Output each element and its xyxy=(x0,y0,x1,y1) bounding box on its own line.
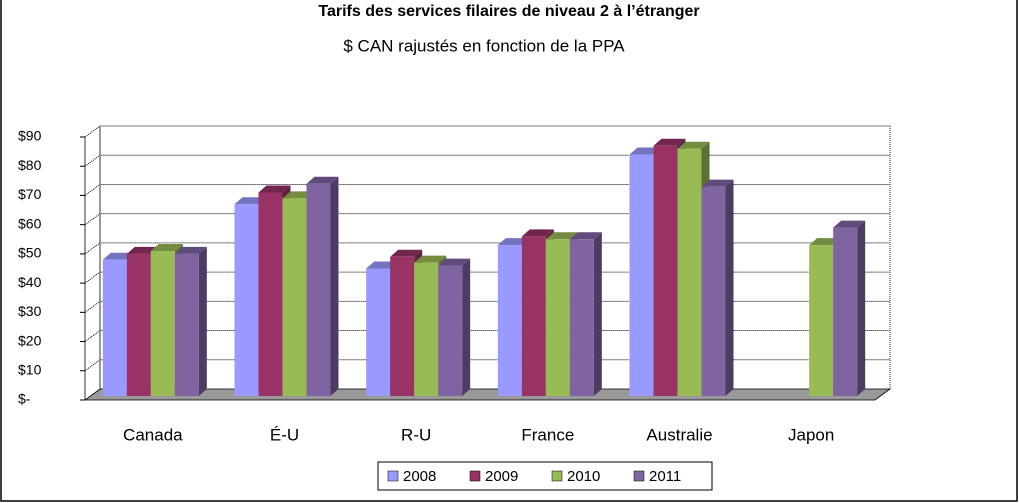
x-tick-label: Japon xyxy=(788,425,834,444)
y-tick-label: $40 xyxy=(18,274,42,290)
bar-top xyxy=(833,220,866,228)
bar-top xyxy=(150,243,183,251)
bar xyxy=(438,258,471,396)
bar xyxy=(833,220,866,396)
bar-front xyxy=(497,245,522,396)
bar-front xyxy=(521,236,546,396)
y-tick-label: $70 xyxy=(18,186,42,202)
x-tick-label: Canada xyxy=(123,425,183,444)
bar-side xyxy=(330,176,339,396)
chart-title: Tarifs des services filaires de niveau 2… xyxy=(318,3,699,20)
bar-front xyxy=(126,253,151,396)
bar-front xyxy=(306,183,331,396)
bar-top xyxy=(521,229,554,237)
bar-top xyxy=(306,176,339,184)
bar xyxy=(569,232,602,396)
grid-line xyxy=(84,125,890,138)
bar-side xyxy=(725,179,734,396)
bar-side xyxy=(198,246,207,396)
legend-swatch xyxy=(633,470,645,482)
bar-top xyxy=(258,185,291,193)
bar-front xyxy=(174,253,199,396)
grid-line xyxy=(84,154,890,167)
bar-side xyxy=(857,220,866,396)
grid-line xyxy=(84,242,890,255)
y-tick-label: $20 xyxy=(18,332,42,348)
bar-side xyxy=(462,258,471,396)
bar-top xyxy=(545,232,578,240)
bar-front xyxy=(102,259,127,396)
bar-front xyxy=(414,262,439,396)
legend-swatch xyxy=(387,470,399,482)
legend-label: 2008 xyxy=(403,468,436,485)
chart-subtitle: $ CAN rajustés en fonction de la PPA xyxy=(343,36,625,55)
grid-line xyxy=(84,213,890,226)
y-tick-label: $60 xyxy=(18,215,42,231)
bar-front xyxy=(629,154,654,396)
bar-front xyxy=(701,186,726,396)
legend-swatch xyxy=(551,470,563,482)
legend-label: 2011 xyxy=(649,468,681,485)
grid-line xyxy=(84,300,890,313)
bar xyxy=(174,246,207,396)
bar-front xyxy=(545,239,570,396)
grid-line xyxy=(84,183,890,196)
x-tick-label: É-U xyxy=(270,425,299,444)
bar-top xyxy=(102,252,135,260)
bar-top xyxy=(390,249,423,257)
bar-front xyxy=(258,192,283,396)
bar-top xyxy=(653,138,686,146)
x-tick-label: France xyxy=(521,425,574,444)
y-tick-label: $90 xyxy=(18,128,42,144)
bar xyxy=(701,179,734,396)
legend-swatch xyxy=(469,470,481,482)
bar-front xyxy=(677,148,702,396)
bar-side xyxy=(593,232,602,396)
bar-top xyxy=(438,258,471,266)
x-tick-label: Australie xyxy=(646,425,712,444)
y-tick-label: $50 xyxy=(18,245,42,261)
grid-line xyxy=(84,359,890,372)
bar-front xyxy=(809,245,834,396)
y-tick-label: $10 xyxy=(18,361,42,377)
bar-top xyxy=(569,232,602,240)
bar-front xyxy=(569,239,594,396)
grid-line xyxy=(84,271,890,284)
bar-front xyxy=(390,256,415,396)
floor xyxy=(83,388,892,401)
x-tick-label: R-U xyxy=(401,425,431,444)
y-tick-label: $80 xyxy=(18,157,42,173)
grid-line xyxy=(84,330,890,342)
bar xyxy=(306,176,339,396)
bar-front xyxy=(282,198,307,396)
legend-label: 2009 xyxy=(485,468,518,485)
bar-front xyxy=(234,204,259,396)
bar-front xyxy=(366,268,391,396)
bar-top xyxy=(677,141,710,149)
bar-top xyxy=(174,246,207,254)
y-tick-label: $- xyxy=(18,391,31,407)
bar-front xyxy=(150,250,175,396)
bar-top xyxy=(414,255,447,263)
bar-top xyxy=(701,179,734,187)
y-tick-label: $30 xyxy=(18,303,42,319)
bar-front xyxy=(438,265,463,396)
legend-box xyxy=(377,461,713,491)
legend-label: 2010 xyxy=(567,468,600,485)
bar-front xyxy=(653,145,678,396)
bar-front xyxy=(833,227,858,396)
